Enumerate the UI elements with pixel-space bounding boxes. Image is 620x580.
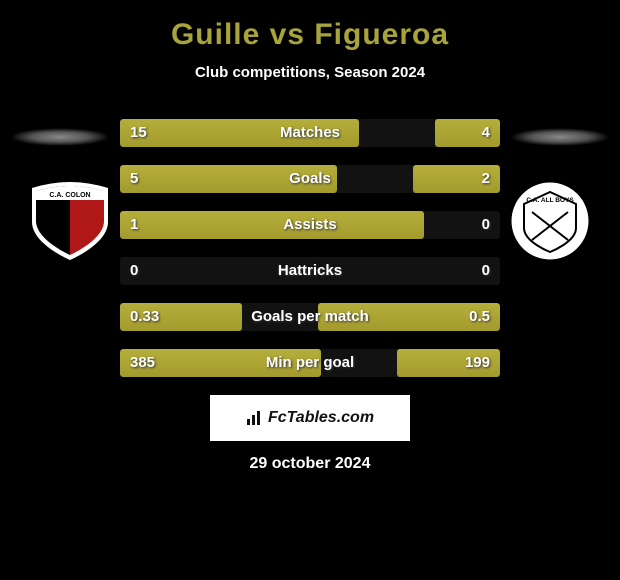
stat-value-right: 0: [482, 211, 490, 239]
svg-text:C.A. COLON: C.A. COLON: [49, 192, 90, 199]
allboys-shield-icon: C.A. ALL BOYS: [500, 178, 600, 264]
stat-row: 15 4Matches: [120, 119, 500, 147]
stat-label: Matches: [120, 119, 500, 147]
logo-shadow-right: [510, 128, 610, 146]
svg-text:C.A. ALL BOYS: C.A. ALL BOYS: [526, 197, 574, 204]
stat-value-left: 5: [130, 165, 138, 193]
stat-row: 0 0Hattricks: [120, 257, 500, 285]
team-right-badge: C.A. ALL BOYS: [500, 178, 600, 264]
stat-value-left: 1: [130, 211, 138, 239]
stat-value-right: 4: [482, 119, 490, 147]
stat-value-left: 0: [130, 257, 138, 285]
subtitle: Club competitions, Season 2024: [0, 64, 620, 81]
stat-value-right: 199: [465, 349, 490, 377]
watermark: FcTables.com: [210, 395, 410, 441]
date: 29 october 2024: [0, 455, 620, 473]
colon-shield-icon: C.A. COLON: [20, 178, 120, 264]
team-left-badge: C.A. COLON: [20, 178, 120, 264]
stat-label: Hattricks: [120, 257, 500, 285]
title: Guille vs Figueroa: [0, 18, 620, 52]
logo-shadow-left: [10, 128, 110, 146]
stat-row: 5 2Goals: [120, 165, 500, 193]
comparison-card: Guille vs Figueroa Club competitions, Se…: [0, 0, 620, 580]
stat-label: Assists: [120, 211, 500, 239]
stat-label: Goals: [120, 165, 500, 193]
stat-value-right: 0: [482, 257, 490, 285]
watermark-text: FcTables.com: [268, 409, 374, 427]
stat-value-left: 15: [130, 119, 147, 147]
stat-row: 385 199Min per goal: [120, 349, 500, 377]
stat-value-right: 2: [482, 165, 490, 193]
stat-label: Min per goal: [120, 349, 500, 377]
stat-row: 0.33 0.5Goals per match: [120, 303, 500, 331]
stat-value-right: 0.5: [469, 303, 490, 331]
stats-bars: 154Matches52Goals10Assists00Hattricks0.3…: [120, 119, 500, 377]
stat-value-left: 385: [130, 349, 155, 377]
stat-row: 1 0Assists: [120, 211, 500, 239]
stat-label: Goals per match: [120, 303, 500, 331]
stat-value-left: 0.33: [130, 303, 159, 331]
chart-icon: [246, 409, 264, 427]
